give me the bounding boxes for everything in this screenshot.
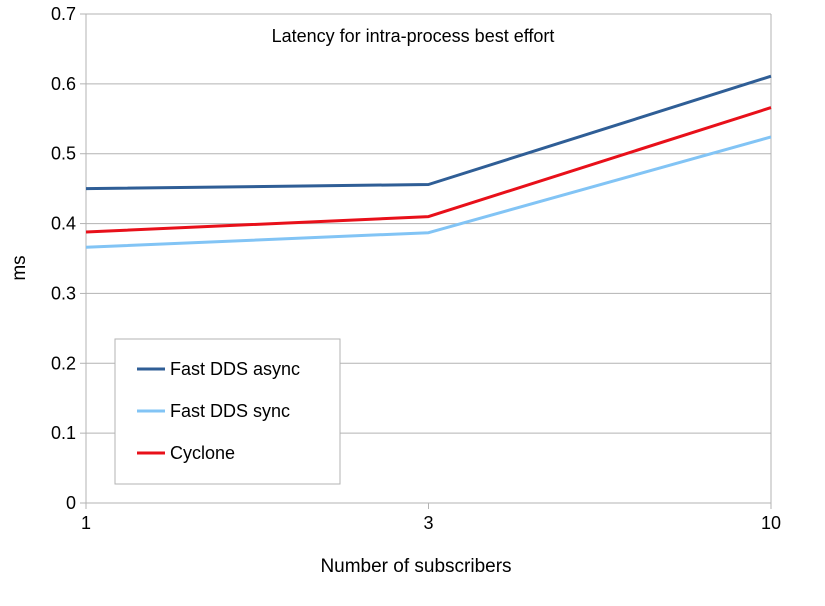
x-axis-title: Number of subscribers — [320, 556, 511, 577]
series-line-1 — [85, 74, 772, 191]
legend-label: Fast DDS async — [170, 359, 300, 379]
y-tick-label: 0.1 — [51, 423, 76, 443]
x-tick-labels: 1 3 10 — [81, 513, 781, 533]
y-tick-label: 0.5 — [51, 144, 76, 164]
x-tick-label: 10 — [761, 513, 781, 533]
series-line-3 — [85, 106, 772, 234]
series-lines — [85, 74, 772, 249]
series-line-2 — [85, 135, 772, 249]
y-tick-label: 0.7 — [51, 4, 76, 24]
x-tick-label: 1 — [81, 513, 91, 533]
y-tick-labels: 0 0.1 0.2 0.3 0.4 0.5 0.6 0.7 — [51, 4, 76, 513]
chart-title: Latency for intra-process best effort — [272, 26, 555, 46]
y-tick-label: 0.6 — [51, 74, 76, 94]
y-axis-title: ms — [9, 255, 30, 280]
x-tick-label: 3 — [423, 513, 433, 533]
legend: Fast DDS async Fast DDS sync Cyclone — [114, 338, 341, 485]
y-tick-label: 0.4 — [51, 214, 76, 234]
axes — [80, 13, 772, 509]
legend-label: Cyclone — [170, 443, 235, 463]
y-tick-label: 0.2 — [51, 353, 76, 373]
y-tick-label: 0.3 — [51, 283, 76, 303]
y-tick-label: 0 — [66, 493, 76, 513]
legend-label: Fast DDS sync — [170, 401, 290, 421]
